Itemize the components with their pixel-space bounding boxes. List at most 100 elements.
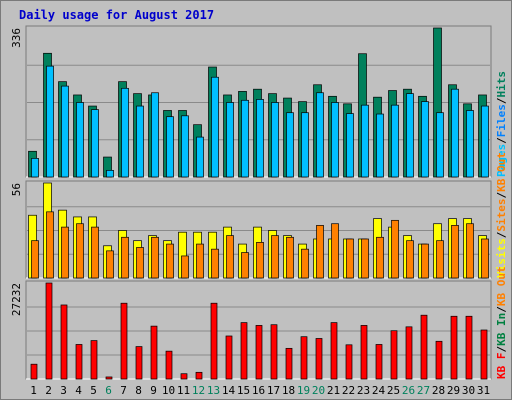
bar-sites-day-14 [226, 235, 234, 279]
bar-files-day-8 [136, 105, 144, 178]
bar-kbf-day-18 [285, 347, 293, 380]
bar-sites-day-25 [391, 219, 399, 279]
bars [28, 182, 489, 279]
bar-files-day-7 [121, 87, 129, 178]
y-max-label: 56 [10, 183, 23, 196]
x-tick-label-14: 14 [222, 384, 236, 397]
bar-sites-day-29 [451, 225, 459, 279]
bar-kbf-day-31 [480, 329, 488, 380]
x-tick-label-5: 5 [90, 384, 97, 397]
bar-kbf-day-14 [225, 335, 233, 380]
bar-sites-day-11 [181, 255, 189, 279]
x-tick-label-19: 19 [297, 384, 310, 397]
bar-sites-day-7 [121, 236, 129, 279]
bar-sites-day-13 [211, 248, 219, 279]
bar-files-day-20 [316, 92, 324, 178]
legend-entry: Hits [495, 71, 508, 98]
legend-entry: KB Out [495, 152, 508, 192]
legend-entry: Pages [495, 144, 508, 177]
x-tick-label-18: 18 [282, 384, 295, 397]
legend-entry: KB F [495, 353, 508, 380]
x-tick-label-8: 8 [135, 384, 142, 397]
bar-files-day-10 [166, 116, 174, 178]
legend-entry: Visits [495, 238, 508, 278]
x-tick-label-16: 16 [252, 384, 265, 397]
bar-files-day-13 [211, 76, 219, 178]
bar-files-day-11 [181, 115, 189, 178]
x-tick-label-29: 29 [447, 384, 460, 397]
bar-kbf-day-13 [210, 302, 218, 380]
x-tick-label-1: 1 [30, 384, 37, 397]
panel-legend: KB F/KB In/KB Out [495, 266, 508, 379]
bar-kbf-day-24 [375, 344, 383, 380]
x-tick-label-2: 2 [45, 384, 52, 397]
bar-sites-day-26 [406, 240, 414, 279]
bar-sites-day-19 [301, 248, 309, 279]
bars [28, 27, 489, 178]
legend-entry: Files [495, 104, 508, 137]
legend-entry: KB In [495, 313, 508, 346]
x-tick-label-28: 28 [432, 384, 445, 397]
x-tick-label-10: 10 [162, 384, 175, 397]
bar-kbf-day-17 [270, 324, 278, 380]
bar-kbf-day-20 [315, 338, 323, 380]
bar-kbf-day-21 [330, 322, 338, 380]
x-tick-label-21: 21 [327, 384, 340, 397]
bar-kbf-day-9 [150, 325, 158, 380]
bar-files-day-28 [436, 112, 444, 178]
bar-files-day-24 [376, 113, 384, 178]
bar-kbf-day-7 [120, 302, 128, 380]
bar-sites-day-22 [346, 238, 354, 279]
x-tick-label-11: 11 [177, 384, 190, 397]
bar-files-day-18 [286, 112, 294, 178]
x-tick-label-23: 23 [357, 384, 370, 397]
y-max-label: 27232 [10, 283, 23, 316]
bar-sites-day-30 [466, 223, 474, 279]
legend-entry: Sites [495, 199, 508, 232]
bar-files-day-21 [331, 102, 339, 178]
legend-entry: / [495, 306, 508, 313]
x-tick-label-15: 15 [237, 384, 250, 397]
bar-files-day-3 [61, 85, 69, 178]
bar-files-day-12 [196, 136, 204, 178]
bar-sites-day-10 [166, 243, 174, 279]
x-tick-label-3: 3 [60, 384, 67, 397]
bar-sites-day-17 [271, 235, 279, 279]
bar-files-day-9 [151, 92, 159, 178]
bar-sites-day-27 [421, 243, 429, 279]
bar-files-day-17 [271, 102, 279, 178]
bar-kbf-day-2 [45, 282, 53, 380]
x-tick-label-20: 20 [312, 384, 325, 397]
bar-files-day-5 [91, 109, 99, 178]
bar-kbf-day-27 [420, 314, 428, 380]
bar-kbf-day-11 [180, 373, 188, 380]
bar-kbf-day-29 [450, 315, 458, 380]
legend-entry: / [495, 97, 508, 104]
bar-sites-day-16 [256, 242, 264, 279]
bar-sites-day-31 [481, 238, 489, 279]
x-tick-label-25: 25 [387, 384, 400, 397]
x-tick-label-24: 24 [372, 384, 386, 397]
bar-sites-day-15 [241, 252, 249, 279]
x-tick-label-22: 22 [342, 384, 355, 397]
legend-entry: / [495, 137, 508, 144]
x-tick-label-13: 13 [207, 384, 220, 397]
legend-entry: / [495, 231, 508, 238]
bar-kbf-day-10 [165, 350, 173, 380]
bar-files-day-4 [76, 102, 84, 178]
bar-sites-day-24 [376, 236, 384, 279]
bar-kbf-day-23 [360, 325, 368, 380]
bar-sites-day-3 [61, 226, 69, 279]
bar-kbf-day-30 [465, 315, 473, 380]
legend-entry: KB Out [495, 266, 508, 306]
bar-kbf-day-3 [60, 304, 68, 380]
bars [30, 282, 488, 380]
x-tick-label-30: 30 [462, 384, 475, 397]
bar-kbf-day-1 [30, 363, 38, 380]
x-tick-label-17: 17 [267, 384, 280, 397]
